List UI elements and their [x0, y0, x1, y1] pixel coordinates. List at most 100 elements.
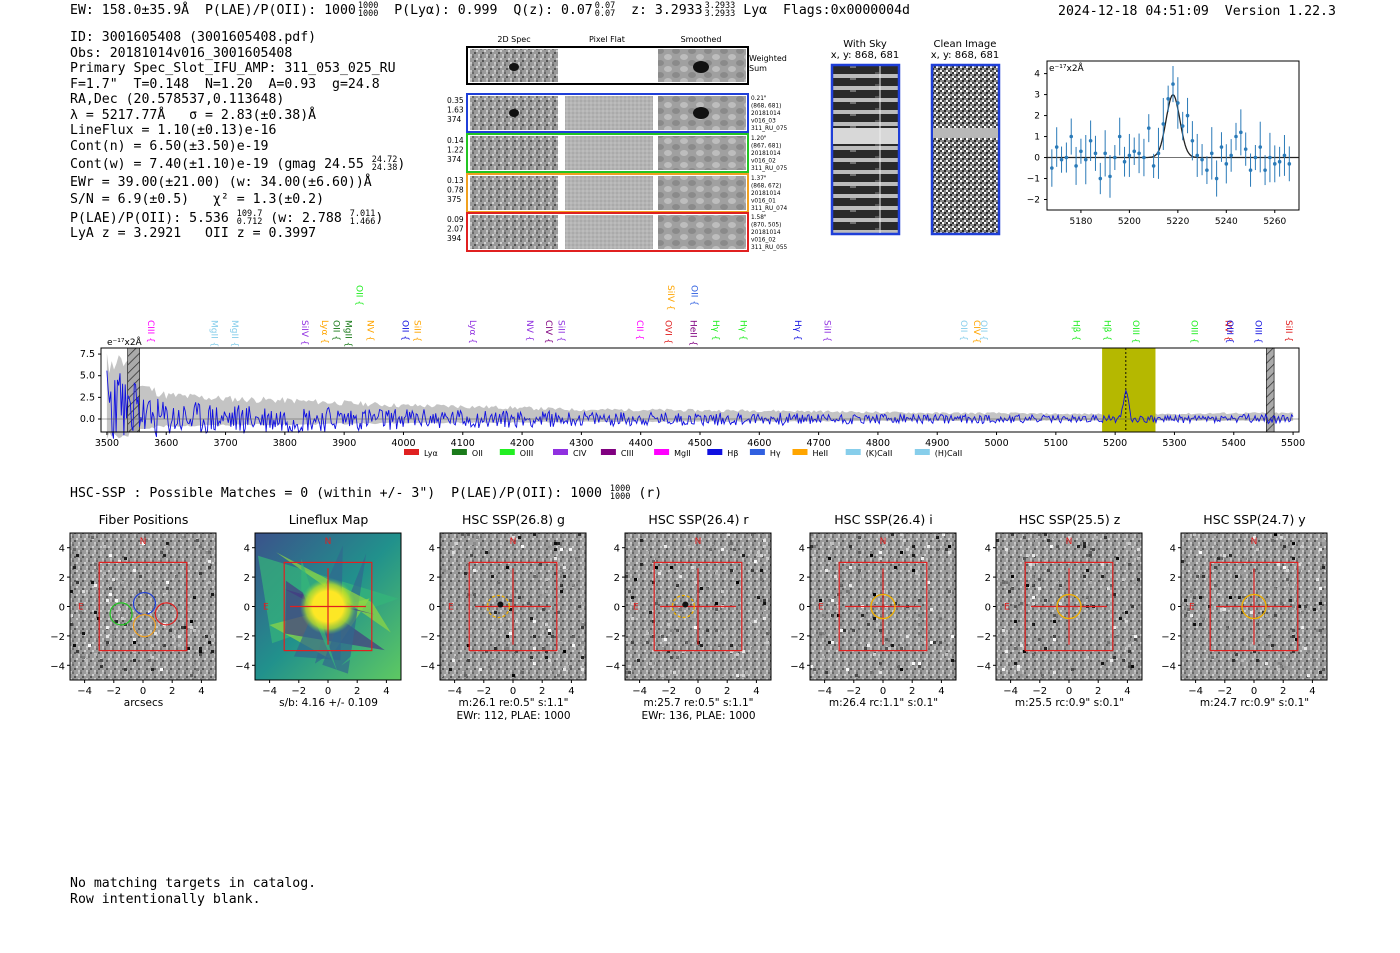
fit-ytick-label: 1 [1034, 133, 1040, 143]
spectrum-line-label: NV { [364, 320, 374, 341]
header-flags: Flags:0x0000004d [782, 3, 911, 18]
fiber-circle [132, 614, 157, 638]
col-2d-label: 2D Spec [497, 35, 530, 44]
fit-point [1146, 126, 1151, 130]
stamp-xtick-label: 4 [198, 686, 204, 697]
cutout-row-right-label: 20181014 [751, 191, 781, 197]
header-qz: Q(z): 0.07 [513, 3, 593, 18]
compass-n: N [1066, 537, 1073, 547]
fiber-circle [154, 602, 178, 626]
stamp-label-2: EWr: 112, PLAE: 1000 [456, 710, 571, 722]
spectrum-line-label: OIII { [1130, 320, 1140, 344]
col-flat-label: Pixel Flat [589, 35, 625, 44]
cutout-row-left-label: 1.22 [447, 146, 464, 155]
fit-point [1166, 96, 1170, 101]
aperture-box [98, 561, 188, 652]
fit-point [1185, 113, 1190, 118]
cutout-row-left-label: 374 [447, 155, 462, 164]
info-contw-sup: 24.72 [371, 155, 398, 165]
fit-plot-ylabel: e⁻¹⁷x2Å [1049, 62, 1085, 74]
header-plae-sup: 1000 [357, 1, 379, 11]
clean-image-panel: Clean Image x, y: 868, 681 [931, 39, 1001, 236]
fiber-circle [132, 591, 157, 616]
fit-point [1113, 155, 1117, 160]
cutout-row-right-label: 311_RU_075 [751, 126, 788, 132]
stamp-ytick-label: 2 [429, 573, 435, 584]
legend-label: Lyα [424, 449, 438, 458]
stamp-image [810, 533, 956, 680]
fit-point [1176, 101, 1180, 105]
fit-point [1171, 82, 1175, 86]
stamp-ytick-label: −2 [790, 632, 805, 643]
stamp-ytick-label: 2 [799, 573, 805, 584]
aperture-box [1209, 561, 1299, 652]
fit-xtick-label: 5220 [1166, 217, 1189, 227]
fit-point [1083, 157, 1088, 162]
spectrum-xtick-label: 4100 [451, 438, 475, 449]
stamp-ytick-label: −2 [605, 632, 620, 643]
spectrum-line-label: OVI { [663, 320, 673, 344]
fit-point [1093, 151, 1098, 156]
stamp-xtick-label: −4 [447, 686, 462, 697]
legend-label: OII [472, 449, 483, 458]
info-contw: Cont(w) = 7.40(±1.10)e-19 (gmag 24.55 24… [70, 156, 405, 173]
cutout-row-right-label: (868, 681) [751, 104, 781, 110]
spectrum-xtick-label: 5300 [1162, 438, 1186, 449]
cutout-row-left-label: 394 [447, 234, 462, 243]
spectrum-masked-band [1266, 347, 1275, 433]
spectrum-line-label: MgII { [208, 320, 218, 347]
info-contw-end: ) [397, 157, 406, 172]
stamp-image [440, 533, 586, 680]
cutout-row-frame [466, 173, 749, 213]
stamp-xtick-label: −4 [1188, 686, 1203, 697]
detected-source [497, 601, 504, 608]
stamp-xtick-label: −4 [632, 686, 647, 697]
stamp-ytick-label: −4 [420, 661, 435, 672]
spectrum-ytick-label: 0.0 [80, 414, 95, 425]
stamp-ytick-label: −4 [1161, 661, 1176, 672]
info-radec: RA,Dec (20.578537,0.113648) [70, 92, 285, 107]
fit-point [1272, 162, 1277, 166]
stamp-xtick-label: 4 [1124, 686, 1130, 697]
stamp-ytick-label: −2 [420, 632, 435, 643]
full-spectrum-plot: e⁻¹⁷x2Å 3500 3600 3700 3800 3900 4000 4100 4200… [80, 285, 1305, 458]
stamp-xtick-label: −2 [661, 686, 676, 697]
spectrum-line-label: OIII { [1224, 320, 1234, 344]
cutout-smooth [658, 96, 746, 130]
info-plae-w: (w: 2.788 [270, 210, 342, 226]
stamp-label-1: m:25.7 re:0.5" s:1.1" [643, 697, 754, 709]
stamp-ytick-label: 0 [429, 603, 435, 614]
cutout-row-left-label: 0.14 [447, 136, 464, 145]
fit-xtick-label: 5180 [1069, 217, 1092, 227]
legend-swatch [404, 449, 419, 455]
stamp-ytick-label: 4 [1170, 544, 1176, 555]
compass-n: N [325, 537, 332, 547]
compass-e: E [633, 603, 639, 613]
stamp-xtick-label: −2 [291, 686, 306, 697]
stamp-ytick-label: 2 [1170, 573, 1176, 584]
legend-swatch [749, 449, 765, 455]
stamp-ytick-label: 0 [799, 603, 805, 614]
weighted-sum-label-2: Sum [749, 64, 767, 73]
with-sky-panel: With Sky x, y: 868, 681 [831, 39, 901, 236]
cutout-flat [565, 136, 653, 170]
info-plae-w-sup: 7.011 [349, 208, 376, 219]
stamp-ytick-label: −2 [235, 632, 250, 643]
compass-e: E [1004, 603, 1010, 613]
hsc-stamp: N E −4 −2 0 2 4 4 2 0 −2 −4 [1161, 532, 1328, 697]
spectrum-xtick-label: 4900 [925, 438, 949, 449]
cutout-flat [565, 176, 653, 210]
cutout-row-left-label: 0.13 [447, 176, 464, 185]
fit-point [1142, 155, 1146, 160]
cutout-2d [470, 96, 558, 130]
fit-point [1161, 122, 1166, 126]
stamp-xtick-label: 2 [1095, 686, 1101, 697]
fit-ytick-label: −2 [1027, 196, 1040, 206]
info-fit: F=1.7" T=0.148 N=1.20 A=0.93 g=24.8 [70, 76, 380, 92]
ew-value: EW: 158.0±35.9Å [70, 3, 190, 18]
spectrum-line-label: Hβ { [1071, 320, 1081, 341]
spectrum-xtick-label: 5100 [1044, 438, 1068, 449]
fit-point [1209, 151, 1214, 156]
fit-point [1127, 153, 1132, 158]
